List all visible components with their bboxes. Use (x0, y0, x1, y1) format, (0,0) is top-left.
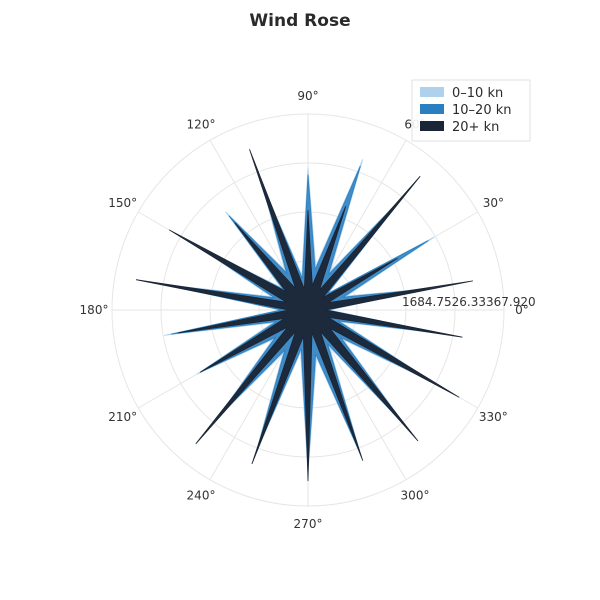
angular-tick-label: 30° (483, 196, 504, 210)
angular-tick-label: 270° (294, 517, 323, 531)
radial-axis: 1684.7526.33367.920 (402, 295, 536, 309)
legend-swatch-2 (420, 121, 444, 131)
radial-tick-label: 367.92 (486, 295, 528, 309)
legend: 0–10 kn 10–20 kn 20+ kn (411, 79, 531, 142)
radial-tick-label: 0 (528, 295, 536, 309)
angular-tick-label: 150° (108, 196, 137, 210)
angular-tick-label: 0° (515, 303, 529, 317)
angular-axis: 0°30°60°90°120°150°180°210°240°270°300°3… (80, 89, 529, 531)
angular-tick-label: 240° (187, 488, 216, 502)
angular-tick-label: 120° (187, 118, 216, 132)
radial-tick-labels: 1684.7526.33367.920 (402, 295, 536, 309)
series-layer (135, 149, 473, 482)
angular-tick-label: 330° (479, 410, 508, 424)
legend-swatch-1 (420, 104, 444, 114)
radial-tick-label: 1684.75 (402, 295, 452, 309)
legend-swatch-0 (420, 87, 444, 97)
radial-tick-label: 26.33 (452, 295, 486, 309)
legend-label-1: 10–20 kn (452, 103, 511, 118)
series-area-2 (135, 149, 473, 482)
legend-label-2: 20+ kn (452, 120, 499, 135)
angular-tick-label: 210° (108, 410, 137, 424)
legend-label-0: 0–10 kn (452, 86, 503, 101)
angular-tick-label: 180° (80, 303, 109, 317)
angular-tick-label: 300° (401, 488, 430, 502)
chart-title: Wind Rose (249, 11, 350, 31)
angular-tick-label: 90° (297, 89, 318, 103)
